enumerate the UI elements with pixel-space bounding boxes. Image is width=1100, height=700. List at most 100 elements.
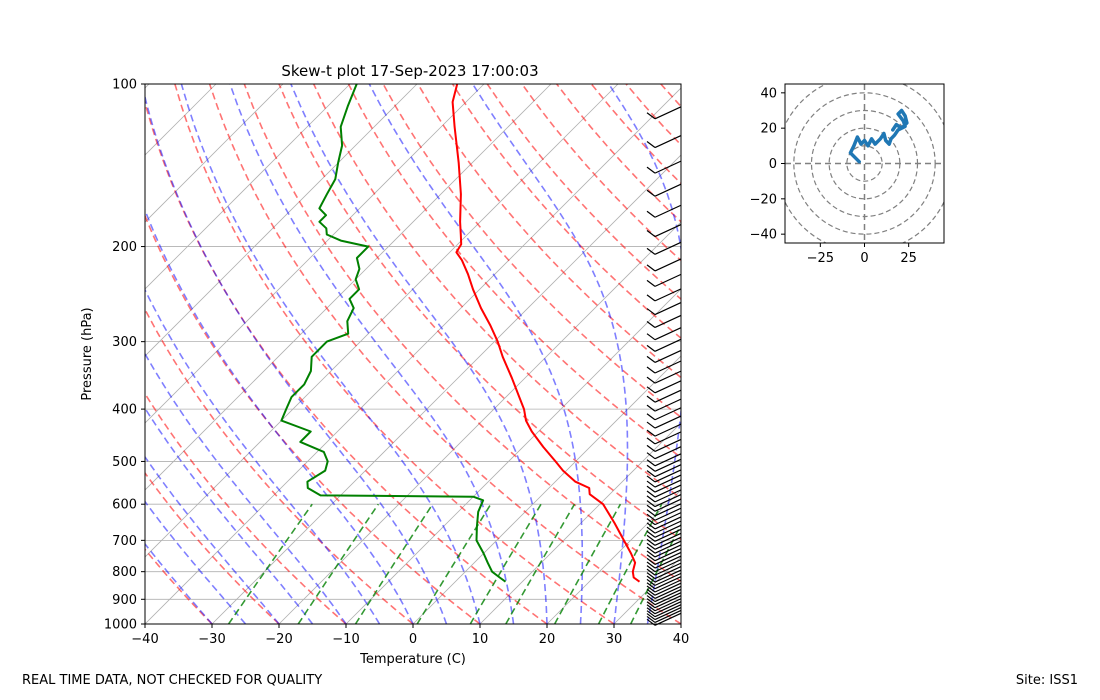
pressure-grid — [145, 84, 681, 624]
wind-barb — [646, 376, 656, 384]
moist-adiabat — [680, 620, 681, 624]
wind-barb — [654, 453, 682, 467]
wind-barb — [646, 500, 656, 508]
skewt-plot-area — [0, 84, 681, 624]
wind-barb — [646, 601, 656, 609]
y-tick-label: 600 — [112, 498, 137, 513]
wind-barb — [646, 264, 656, 272]
isotherm — [145, 84, 217, 156]
wind-barb — [646, 550, 656, 558]
wind-barb — [654, 479, 682, 493]
moist-adiabat — [229, 84, 515, 624]
y-tick-label: 1000 — [104, 618, 137, 633]
mixing-ratio-line — [469, 503, 542, 624]
site-label: Site: ISS1 — [1015, 673, 1078, 688]
wind-barb — [654, 338, 682, 352]
wind-barb — [646, 413, 656, 421]
y-tick-label: 900 — [112, 593, 137, 608]
wind-barb — [646, 386, 656, 394]
mixing-ratio-line — [227, 503, 313, 624]
wind-barb — [654, 532, 682, 546]
wind-barb — [646, 166, 656, 174]
wind-barb — [646, 572, 656, 580]
wind-barb — [654, 423, 682, 437]
x-tick-label: −20 — [265, 632, 292, 647]
wind-barb — [646, 575, 656, 583]
wind-barb — [654, 489, 682, 503]
mixing-ratio-line — [297, 503, 379, 624]
wind-barb — [654, 520, 682, 534]
isotherm — [145, 87, 681, 624]
wind-barb — [646, 294, 656, 302]
isotherm — [278, 221, 681, 624]
wind-barb — [654, 370, 682, 384]
wind-barb — [654, 204, 682, 218]
dry-adiabat — [145, 213, 481, 624]
moist-adiabat — [145, 352, 347, 624]
wind-barbs — [646, 106, 682, 626]
moist-adiabat — [180, 84, 481, 624]
wind-barb — [654, 548, 682, 562]
mixing-ratio-line — [629, 523, 681, 624]
wind-barb — [654, 579, 682, 593]
isotherm — [479, 422, 681, 624]
x-tick-label: 0 — [409, 632, 417, 647]
wind-barb — [646, 598, 656, 606]
wind-barb — [654, 598, 682, 612]
wind-barb — [654, 512, 682, 526]
moist-adiabat — [368, 84, 584, 624]
wind-barb — [646, 470, 656, 478]
wind-barb — [646, 464, 656, 472]
wind-barb — [646, 504, 656, 512]
moist-adiabat — [290, 84, 548, 624]
hodograph-x-tick-label: 0 — [860, 251, 868, 266]
wind-barb — [654, 609, 682, 624]
y-tick-label: 300 — [112, 335, 137, 350]
mixing-ratio-line — [354, 503, 434, 624]
wind-barb — [654, 601, 682, 615]
isotherm — [0, 84, 15, 624]
y-tick-label: 100 — [112, 78, 137, 93]
wind-barb — [654, 464, 682, 478]
moist-adiabat — [145, 208, 414, 624]
wind-barb — [646, 610, 656, 618]
skewt-frame — [144, 83, 682, 625]
y-axis-label: Pressure (hPa) — [80, 307, 95, 400]
isotherm — [0, 84, 82, 624]
wind-barb — [654, 380, 682, 394]
wind-barb — [646, 522, 656, 530]
wind-barb — [646, 613, 656, 621]
wind-barb — [646, 210, 656, 218]
hodograph-y-tick-label: −40 — [750, 228, 777, 243]
wind-barb — [646, 578, 656, 586]
dry-adiabat — [451, 84, 681, 340]
quality-disclaimer: REAL TIME DATA, NOT CHECKED FOR QUALITY — [22, 673, 323, 688]
mixing-ratio-line — [597, 503, 663, 624]
wind-barb — [654, 273, 682, 287]
moist-adiabat — [608, 84, 681, 624]
wind-barb — [654, 288, 682, 302]
dry-adiabat — [145, 307, 414, 624]
y-tick-label: 200 — [112, 240, 137, 255]
wind-barb — [654, 551, 682, 565]
moist-adiabat — [145, 93, 448, 624]
wind-barb — [646, 542, 656, 550]
wind-barb — [654, 258, 682, 272]
wind-barb — [654, 446, 682, 460]
wind-barb — [646, 538, 656, 546]
wind-barb — [654, 559, 682, 573]
isotherm — [145, 84, 418, 357]
wind-barb — [646, 607, 656, 615]
wind-barb — [646, 189, 656, 197]
x-tick-label: −40 — [131, 632, 158, 647]
wind-barb — [654, 438, 682, 452]
wind-barb — [654, 569, 682, 583]
wind-barb — [646, 618, 656, 626]
y-axis: 1000 900 800 700 600 500 400 300 200 100 — [104, 78, 145, 633]
wind-barb — [654, 540, 682, 554]
dry-adiabat — [625, 84, 681, 147]
y-tick-label: 500 — [112, 455, 137, 470]
wind-barb — [654, 474, 682, 488]
x-tick-label: 30 — [606, 632, 623, 647]
